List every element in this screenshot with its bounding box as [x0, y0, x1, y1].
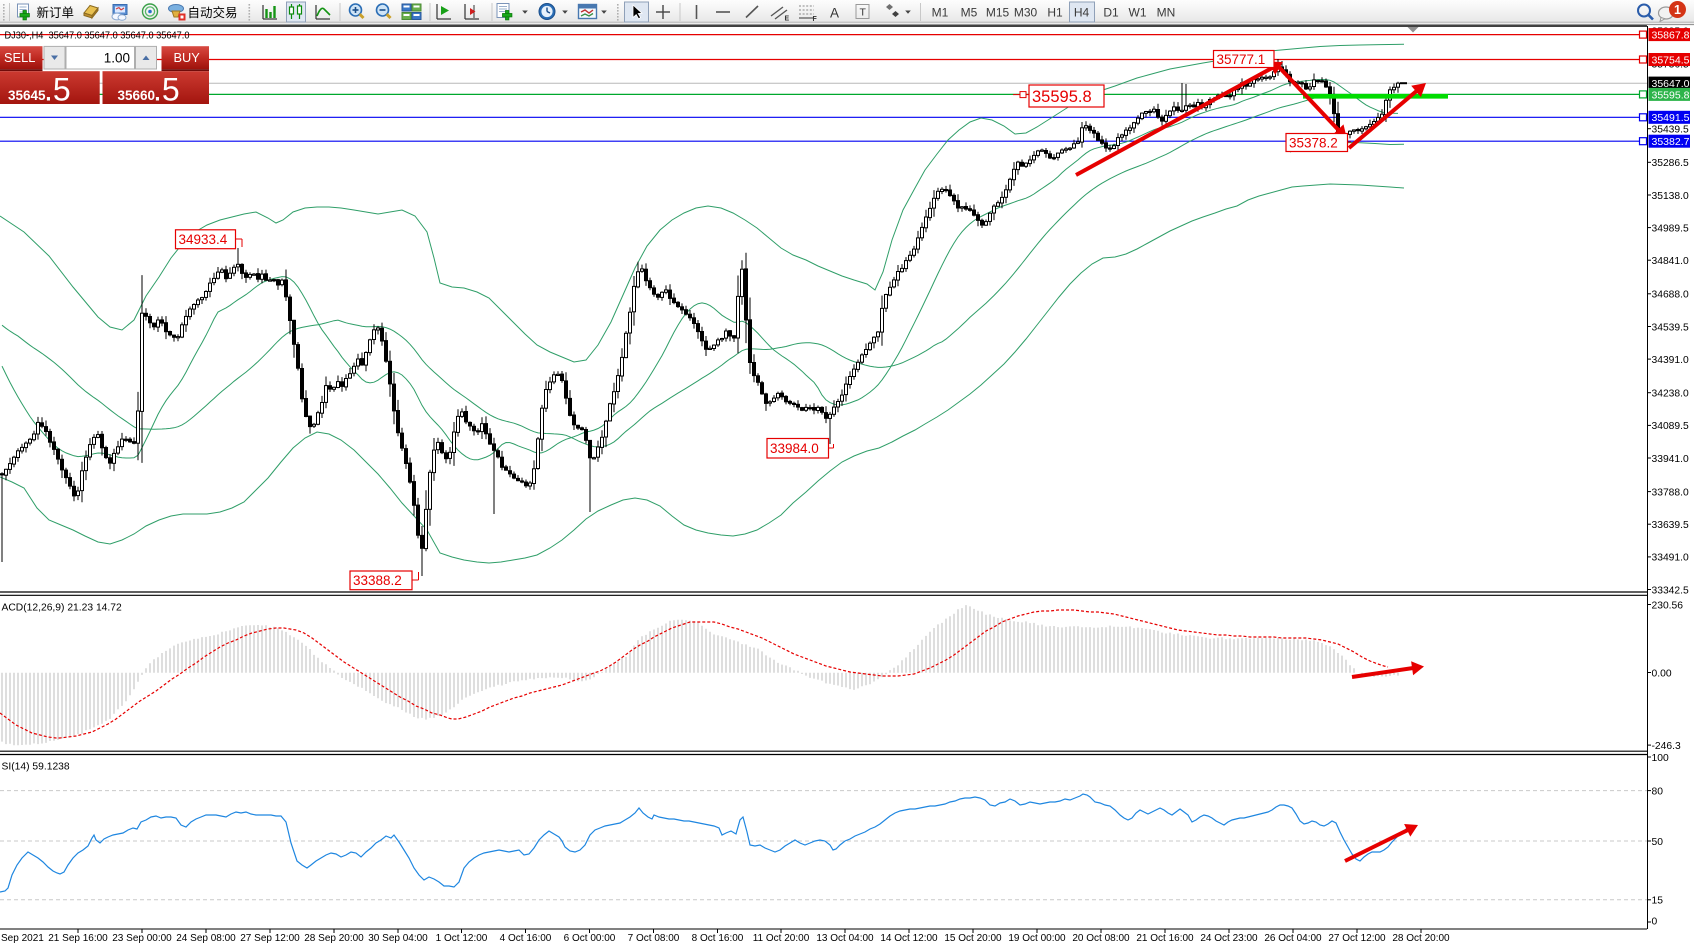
svg-text:35595.8: 35595.8 [1032, 88, 1092, 106]
svg-text:1 Oct 12:00: 1 Oct 12:00 [436, 933, 488, 943]
svg-text:ACD(12,26,9) 21.23 14.72: ACD(12,26,9) 21.23 14.72 [2, 603, 122, 614]
svg-text:24 Sep 08:00: 24 Sep 08:00 [176, 933, 236, 943]
svg-text:11 Oct 20:00: 11 Oct 20:00 [753, 933, 810, 943]
svg-text:34391.0: 34391.0 [1652, 355, 1689, 366]
svg-text:21 Sep 16:00: 21 Sep 16:00 [48, 933, 108, 943]
svg-text:35382.7: 35382.7 [1652, 136, 1690, 148]
svg-text:H4: H4 [1074, 6, 1090, 20]
svg-text:35867.8: 35867.8 [1652, 30, 1690, 42]
svg-text:13 Oct 04:00: 13 Oct 04:00 [816, 933, 874, 943]
svg-text:35595.8: 35595.8 [1652, 89, 1690, 101]
svg-text:T: T [860, 7, 867, 19]
svg-text:.5: .5 [44, 72, 71, 108]
svg-text:新订单: 新订单 [37, 5, 75, 20]
svg-text:BUY: BUY [174, 50, 201, 65]
svg-text:D1: D1 [1103, 6, 1119, 20]
svg-text:W1: W1 [1129, 6, 1147, 20]
svg-text:34841.0: 34841.0 [1652, 256, 1689, 267]
svg-text:27 Sep 12:00: 27 Sep 12:00 [240, 933, 300, 943]
svg-text:30 Sep 04:00: 30 Sep 04:00 [368, 933, 428, 943]
svg-text:DJ30-,H4 35647.0 35647.0 3564: DJ30-,H4 35647.0 35647.0 35647.0 35647.0 [5, 31, 190, 42]
svg-text:A: A [830, 6, 839, 21]
svg-text:1: 1 [1674, 3, 1681, 17]
svg-text:M5: M5 [961, 6, 978, 20]
svg-text:230.56: 230.56 [1652, 600, 1684, 611]
svg-text:自动交易: 自动交易 [188, 5, 238, 20]
svg-text:27 Oct 12:00: 27 Oct 12:00 [1328, 933, 1386, 943]
svg-text:15 Oct 20:00: 15 Oct 20:00 [944, 933, 1002, 943]
svg-text:28 Oct 20:00: 28 Oct 20:00 [1392, 933, 1450, 943]
svg-text:M15: M15 [986, 6, 1010, 20]
svg-text:35777.1: 35777.1 [1217, 52, 1266, 67]
svg-text:0: 0 [1652, 917, 1658, 928]
svg-text:35286.5: 35286.5 [1652, 158, 1689, 169]
svg-text:33941.0: 33941.0 [1652, 454, 1689, 465]
svg-text:100: 100 [1652, 753, 1669, 764]
svg-text:50: 50 [1652, 837, 1664, 848]
svg-text:35439.5: 35439.5 [1652, 125, 1689, 136]
svg-text:MN: MN [1157, 6, 1176, 20]
svg-text:33388.2: 33388.2 [353, 573, 402, 588]
svg-text:35138.0: 35138.0 [1652, 191, 1689, 202]
svg-text:28 Sep 20:00: 28 Sep 20:00 [304, 933, 364, 943]
svg-text:33788.0: 33788.0 [1652, 487, 1689, 498]
svg-text:35647.0: 35647.0 [1652, 78, 1690, 90]
svg-text:34688.0: 34688.0 [1652, 290, 1689, 301]
svg-text:35491.5: 35491.5 [1652, 112, 1690, 124]
svg-text:15: 15 [1652, 896, 1664, 907]
svg-text:6 Oct 00:00: 6 Oct 00:00 [564, 933, 616, 943]
svg-text:35754.5: 35754.5 [1652, 54, 1690, 66]
svg-text:SI(14) 59.1238: SI(14) 59.1238 [2, 762, 70, 773]
svg-text:33639.5: 33639.5 [1652, 520, 1689, 531]
svg-text:23 Sep 00:00: 23 Sep 00:00 [112, 933, 172, 943]
svg-text:SELL: SELL [4, 50, 35, 65]
svg-text:.5: .5 [153, 72, 180, 108]
svg-text:34933.4: 34933.4 [179, 232, 228, 247]
svg-text:H1: H1 [1047, 6, 1063, 20]
svg-text:F: F [813, 16, 818, 23]
svg-text:26 Oct 04:00: 26 Oct 04:00 [1264, 933, 1322, 943]
svg-text:24 Oct 23:00: 24 Oct 23:00 [1200, 933, 1258, 943]
svg-text:35660: 35660 [118, 88, 156, 103]
svg-text:34539.5: 34539.5 [1652, 322, 1689, 333]
svg-text:35645: 35645 [8, 88, 46, 103]
svg-text:33342.5: 33342.5 [1652, 585, 1689, 596]
svg-text:0.00: 0.00 [1652, 668, 1672, 679]
svg-text:14 Oct 12:00: 14 Oct 12:00 [880, 933, 938, 943]
svg-text:33984.0: 33984.0 [770, 441, 819, 456]
svg-text:34089.5: 34089.5 [1652, 421, 1689, 432]
svg-text:M1: M1 [932, 6, 949, 20]
svg-text:1.00: 1.00 [104, 51, 130, 66]
svg-text:8 Oct 16:00: 8 Oct 16:00 [692, 933, 744, 943]
svg-text:E: E [785, 16, 790, 23]
svg-text:Sep 2021: Sep 2021 [1, 933, 44, 943]
svg-text:34989.5: 34989.5 [1652, 223, 1689, 234]
svg-text:34238.0: 34238.0 [1652, 389, 1689, 400]
svg-text:21 Oct 16:00: 21 Oct 16:00 [1136, 933, 1194, 943]
svg-text:33491.0: 33491.0 [1652, 553, 1689, 564]
svg-text:7 Oct 08:00: 7 Oct 08:00 [628, 933, 680, 943]
svg-text:-246.3: -246.3 [1652, 741, 1681, 752]
svg-text:80: 80 [1652, 786, 1664, 797]
svg-text:4 Oct 16:00: 4 Oct 16:00 [500, 933, 552, 943]
svg-text:19 Oct 00:00: 19 Oct 00:00 [1008, 933, 1066, 943]
svg-text:M30: M30 [1014, 6, 1038, 20]
svg-text:20 Oct 08:00: 20 Oct 08:00 [1072, 933, 1130, 943]
svg-text:35378.2: 35378.2 [1289, 135, 1338, 150]
